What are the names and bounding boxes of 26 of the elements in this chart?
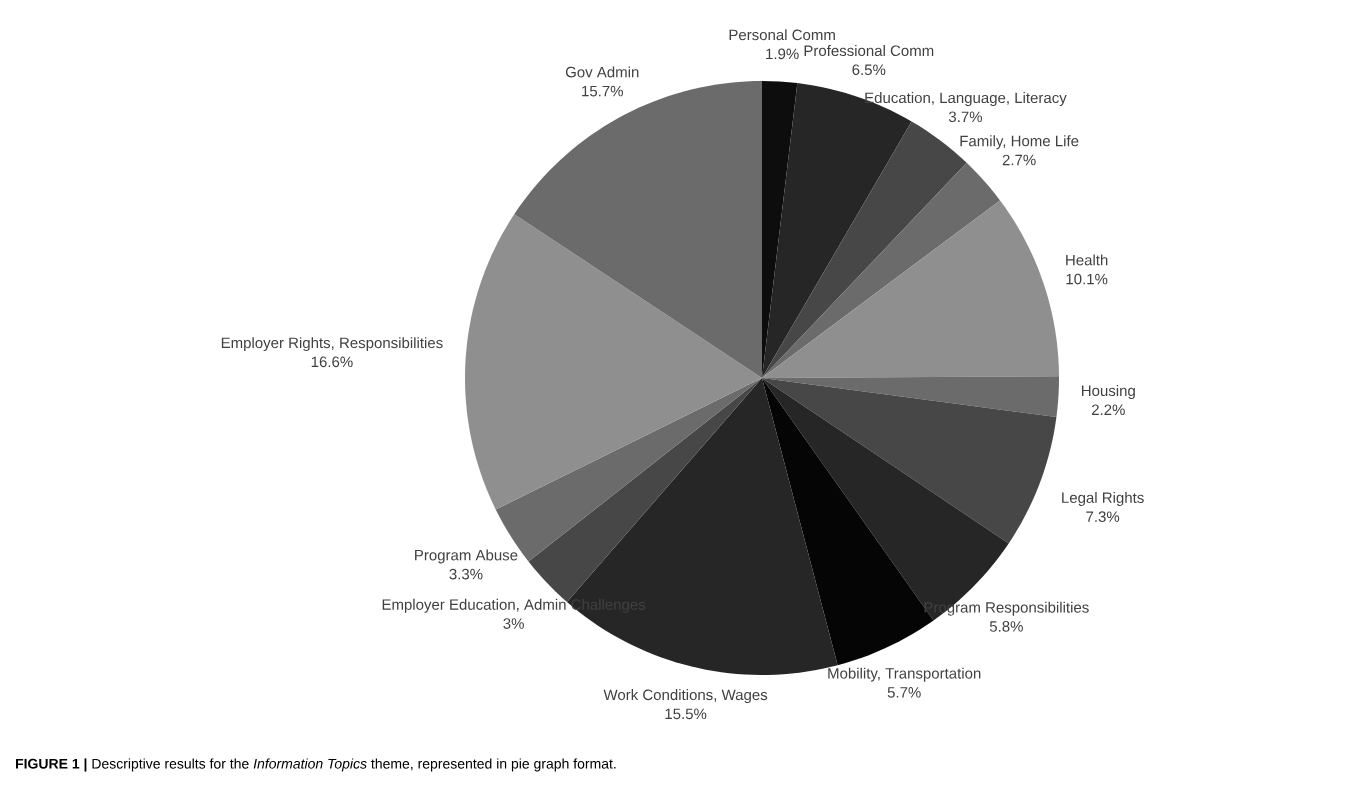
slice-label: Housing xyxy=(1082,385,1135,399)
data-label: 5.8% xyxy=(989,621,1023,632)
data-label: 5.7% xyxy=(887,687,921,698)
slice-label: Family, Home Life xyxy=(960,135,1079,150)
data-label: 3.7% xyxy=(948,111,983,123)
data-label: 3.3% xyxy=(449,568,483,580)
slice-label: Health xyxy=(1066,254,1108,266)
slice-label: Employer Rights, Responsibilities xyxy=(221,337,443,352)
data-label: 1.9% xyxy=(766,48,799,60)
data-label: 15.7% xyxy=(582,85,623,97)
data-label: 16.6% xyxy=(311,356,353,368)
data-label: 2.7% xyxy=(1002,154,1036,166)
text: FIGURE 1 | Descriptive results for the Information Topics theme, represented in pie graph format. xyxy=(16,758,616,772)
slice-label: Personal Comm xyxy=(729,29,835,41)
data-label: 2.2% xyxy=(1091,404,1125,415)
slice-label: Gov Admin xyxy=(565,66,639,78)
slice-label: Legal Rights xyxy=(1062,491,1144,506)
slice-label: Mobility, Transportation xyxy=(828,667,981,682)
data-label: 7.3% xyxy=(1086,511,1120,522)
slice-label: Program Abuse xyxy=(415,549,518,564)
slice-label: Work Conditions, Wages xyxy=(603,689,768,704)
data-label: 6.5% xyxy=(852,64,886,76)
data-label: 15.5% xyxy=(665,708,707,720)
slice-label: Professional Comm xyxy=(804,45,934,57)
data-label: 10.1% xyxy=(1066,273,1108,285)
data-label: 3% xyxy=(503,618,524,629)
